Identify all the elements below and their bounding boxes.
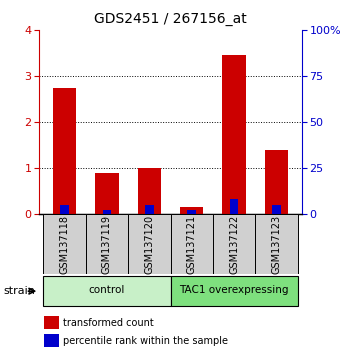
- Bar: [230, 199, 238, 214]
- Text: transformed count: transformed count: [63, 318, 153, 327]
- Bar: [213, 214, 255, 274]
- Text: strain: strain: [3, 286, 35, 296]
- Text: GSM137119: GSM137119: [102, 215, 112, 274]
- Bar: [222, 55, 246, 214]
- Text: GSM137123: GSM137123: [271, 215, 281, 274]
- Bar: [170, 214, 213, 274]
- Bar: [138, 168, 161, 214]
- Bar: [265, 150, 288, 214]
- Text: GSM137121: GSM137121: [187, 215, 197, 274]
- Bar: [170, 276, 298, 306]
- Bar: [272, 205, 281, 214]
- Bar: [86, 214, 128, 274]
- Text: GSM137118: GSM137118: [60, 215, 70, 274]
- Text: percentile rank within the sample: percentile rank within the sample: [63, 336, 228, 346]
- Text: control: control: [89, 285, 125, 296]
- Bar: [43, 276, 170, 306]
- Bar: [103, 211, 111, 214]
- Bar: [44, 335, 59, 348]
- Bar: [95, 173, 119, 214]
- Bar: [255, 214, 298, 274]
- Text: GSM137122: GSM137122: [229, 215, 239, 274]
- Bar: [145, 205, 153, 214]
- Bar: [60, 205, 69, 214]
- Bar: [44, 316, 59, 329]
- Bar: [180, 207, 203, 214]
- Text: TAC1 overexpressing: TAC1 overexpressing: [179, 285, 289, 296]
- Bar: [43, 214, 86, 274]
- Bar: [128, 214, 170, 274]
- Bar: [188, 211, 196, 214]
- Text: GSM137120: GSM137120: [144, 215, 154, 274]
- Title: GDS2451 / 267156_at: GDS2451 / 267156_at: [94, 12, 247, 26]
- Bar: [53, 88, 76, 214]
